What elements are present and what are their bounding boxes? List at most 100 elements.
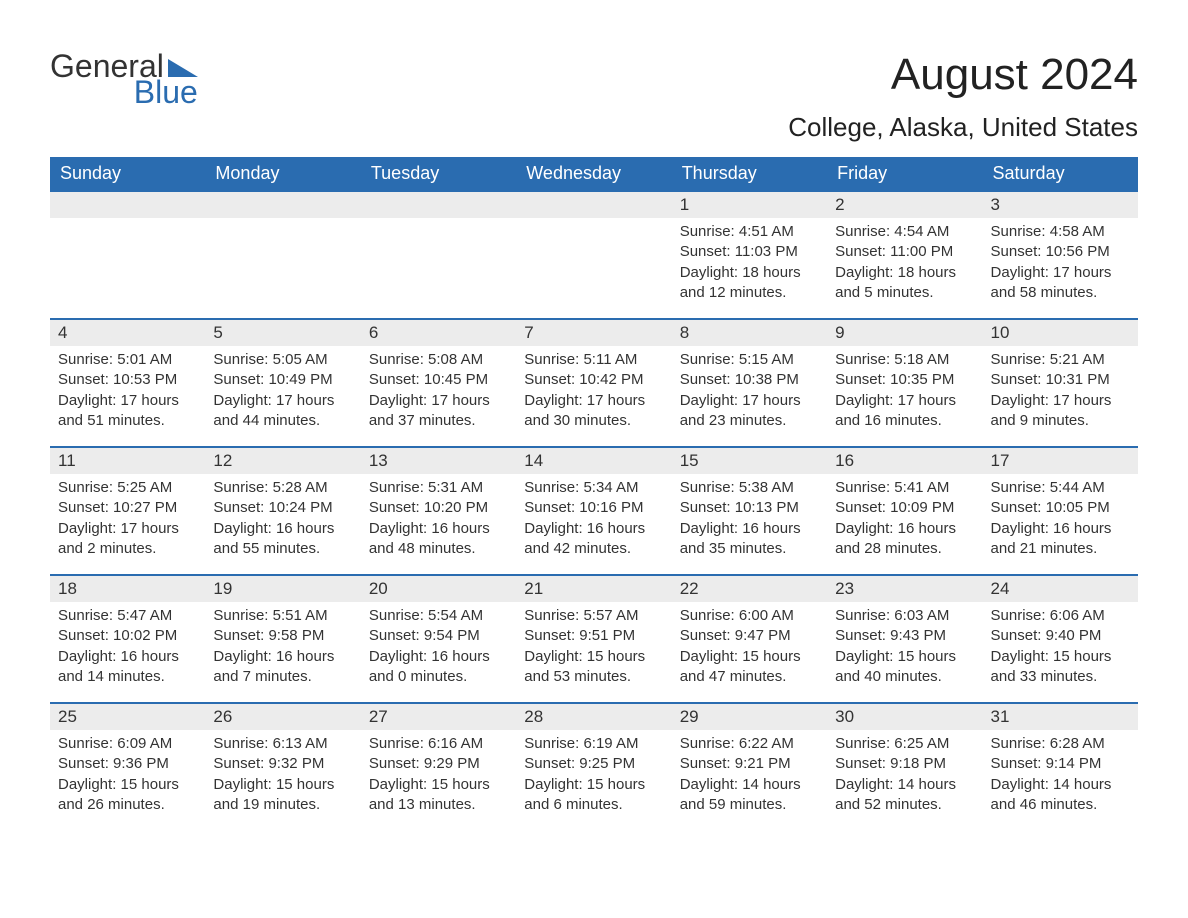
sunset-line: Sunset: 10:16 PM <box>524 498 663 518</box>
sunrise-line: Sunrise: 5:31 AM <box>369 478 508 498</box>
calendar-cell: 12 Sunrise: 5:28 AMSunset: 10:24 PMDaylig… <box>205 446 360 574</box>
calendar-cell: 6Sunrise: 5:08 AMSunset: 10:45 PMDayligh… <box>361 318 516 446</box>
day-number: 27 <box>361 702 516 730</box>
sunset-line: Sunset: 9:21 PM <box>680 754 819 774</box>
daylight-line: Daylight: 15 hours and 19 minutes. <box>213 775 352 816</box>
sunrise-line: Sunrise: 6:03 AM <box>835 606 974 626</box>
calendar-cell: 13Sunrise: 5:31 AMSunset: 10:20 PMDaylig… <box>361 446 516 574</box>
daylight-line: Daylight: 16 hours and 7 minutes. <box>213 647 352 688</box>
sunrise-line: Sunrise: 5:08 AM <box>369 350 508 370</box>
day-number: 5 <box>205 318 360 346</box>
calendar-cell: 19Sunrise: 5:51 AMSunset: 9:58 PMDayligh… <box>205 574 360 702</box>
daylight-line: Daylight: 17 hours and 16 minutes. <box>835 391 974 432</box>
sunset-line: Sunset: 9:18 PM <box>835 754 974 774</box>
daylight-line: Daylight: 16 hours and 14 minutes. <box>58 647 197 688</box>
daylight-line: Daylight: 17 hours and 58 minutes. <box>991 263 1130 304</box>
sunset-line: Sunset: 10:09 PM <box>835 498 974 518</box>
daylight-line: Daylight: 15 hours and 53 minutes. <box>524 647 663 688</box>
calendar-cell: 30Sunrise: 6:25 AMSunset: 9:18 PMDayligh… <box>827 702 982 830</box>
daylight-line: Daylight: 18 hours and 5 minutes. <box>835 263 974 304</box>
calendar-cell: 27Sunrise: 6:16 AMSunset: 9:29 PMDayligh… <box>361 702 516 830</box>
daylight-line: Daylight: 16 hours and 55 minutes. <box>213 519 352 560</box>
sunrise-line: Sunrise: 5:15 AM <box>680 350 819 370</box>
daylight-line: Daylight: 16 hours and 0 minutes. <box>369 647 508 688</box>
daylight-line: Daylight: 17 hours and 30 minutes. <box>524 391 663 432</box>
calendar-week: 18Sunrise: 5:47 AMSunset: 10:02 PMDaylig… <box>50 574 1138 702</box>
day-details: Sunrise: 6:19 AMSunset: 9:25 PMDaylight:… <box>516 730 671 821</box>
calendar-cell: 24Sunrise: 6:06 AMSunset: 9:40 PMDayligh… <box>983 574 1138 702</box>
calendar-cell: 9Sunrise: 5:18 AMSunset: 10:35 PMDayligh… <box>827 318 982 446</box>
sunrise-line: Sunrise: 6:22 AM <box>680 734 819 754</box>
sunrise-line: Sunrise: 5:47 AM <box>58 606 197 626</box>
day-details: Sunrise: 4:58 AMSunset: 10:56 PMDaylight… <box>983 218 1138 309</box>
day-number: 25 <box>50 702 205 730</box>
daylight-line: Daylight: 17 hours and 51 minutes. <box>58 391 197 432</box>
day-details: Sunrise: 5:18 AMSunset: 10:35 PMDaylight… <box>827 346 982 437</box>
day-number: 29 <box>672 702 827 730</box>
day-number: 1 <box>672 190 827 218</box>
sunrise-line: Sunrise: 5:54 AM <box>369 606 508 626</box>
sunset-line: Sunset: 10:20 PM <box>369 498 508 518</box>
daylight-line: Daylight: 16 hours and 42 minutes. <box>524 519 663 560</box>
sunset-line: Sunset: 9:36 PM <box>58 754 197 774</box>
sunset-line: Sunset: 10:24 PM <box>213 498 352 518</box>
calendar-cell: 31Sunrise: 6:28 AMSunset: 9:14 PMDayligh… <box>983 702 1138 830</box>
calendar-cell: 16Sunrise: 5:41 AMSunset: 10:09 PMDaylig… <box>827 446 982 574</box>
sunset-line: Sunset: 9:40 PM <box>991 626 1130 646</box>
daylight-line: Daylight: 15 hours and 47 minutes. <box>680 647 819 688</box>
day-details: Sunrise: 6:09 AMSunset: 9:36 PMDaylight:… <box>50 730 205 821</box>
page-subtitle: College, Alaska, United States <box>50 112 1138 143</box>
day-details: Sunrise: 5:08 AMSunset: 10:45 PMDaylight… <box>361 346 516 437</box>
day-details: Sunrise: 5:41 AMSunset: 10:09 PMDaylight… <box>827 474 982 565</box>
page-title: August 2024 <box>891 50 1138 100</box>
day-number: 22 <box>672 574 827 602</box>
sunrise-line: Sunrise: 5:11 AM <box>524 350 663 370</box>
daylight-line: Daylight: 15 hours and 6 minutes. <box>524 775 663 816</box>
calendar-cell: 7Sunrise: 5:11 AMSunset: 10:42 PMDayligh… <box>516 318 671 446</box>
calendar-cell <box>516 190 671 318</box>
daylight-line: Daylight: 15 hours and 40 minutes. <box>835 647 974 688</box>
daylight-line: Daylight: 16 hours and 28 minutes. <box>835 519 974 560</box>
day-number: 4 <box>50 318 205 346</box>
sunset-line: Sunset: 11:03 PM <box>680 242 819 262</box>
daylight-line: Daylight: 14 hours and 59 minutes. <box>680 775 819 816</box>
day-details: Sunrise: 5:34 AMSunset: 10:16 PMDaylight… <box>516 474 671 565</box>
calendar-cell: 20Sunrise: 5:54 AMSunset: 9:54 PMDayligh… <box>361 574 516 702</box>
calendar-cell: 4Sunrise: 5:01 AMSunset: 10:53 PMDayligh… <box>50 318 205 446</box>
day-details: Sunrise: 5:25 AMSunset: 10:27 PMDaylight… <box>50 474 205 565</box>
day-details: Sunrise: 5:38 AMSunset: 10:13 PMDaylight… <box>672 474 827 565</box>
sunset-line: Sunset: 10:49 PM <box>213 370 352 390</box>
sunrise-line: Sunrise: 5:28 AM <box>213 478 352 498</box>
day-number: 15 <box>672 446 827 474</box>
calendar-cell: 5Sunrise: 5:05 AMSunset: 10:49 PMDayligh… <box>205 318 360 446</box>
sunset-line: Sunset: 11:00 PM <box>835 242 974 262</box>
day-number: 28 <box>516 702 671 730</box>
brand-logo: General Blue <box>50 50 198 108</box>
sunrise-line: Sunrise: 5:01 AM <box>58 350 197 370</box>
day-number: 21 <box>516 574 671 602</box>
calendar-cell: 23Sunrise: 6:03 AMSunset: 9:43 PMDayligh… <box>827 574 982 702</box>
calendar-head: SundayMondayTuesdayWednesdayThursdayFrid… <box>50 157 1138 190</box>
daylight-line: Daylight: 16 hours and 35 minutes. <box>680 519 819 560</box>
day-number: 30 <box>827 702 982 730</box>
daylight-line: Daylight: 18 hours and 12 minutes. <box>680 263 819 304</box>
sunset-line: Sunset: 9:25 PM <box>524 754 663 774</box>
day-number: 13 <box>361 446 516 474</box>
calendar-week: 25Sunrise: 6:09 AMSunset: 9:36 PMDayligh… <box>50 702 1138 830</box>
day-number: 18 <box>50 574 205 602</box>
day-number: 24 <box>983 574 1138 602</box>
sunrise-line: Sunrise: 5:05 AM <box>213 350 352 370</box>
day-header: Tuesday <box>361 157 516 190</box>
day-details: Sunrise: 5:11 AMSunset: 10:42 PMDaylight… <box>516 346 671 437</box>
sunrise-line: Sunrise: 5:25 AM <box>58 478 197 498</box>
day-number: 12 <box>205 446 360 474</box>
sunset-line: Sunset: 10:13 PM <box>680 498 819 518</box>
day-details: Sunrise: 6:22 AMSunset: 9:21 PMDaylight:… <box>672 730 827 821</box>
calendar-cell: 22Sunrise: 6:00 AMSunset: 9:47 PMDayligh… <box>672 574 827 702</box>
day-details: Sunrise: 5:47 AMSunset: 10:02 PMDaylight… <box>50 602 205 693</box>
sunrise-line: Sunrise: 5:21 AM <box>991 350 1130 370</box>
day-number: 26 <box>205 702 360 730</box>
sunset-line: Sunset: 9:54 PM <box>369 626 508 646</box>
sunset-line: Sunset: 10:38 PM <box>680 370 819 390</box>
header-row: General Blue August 2024 <box>50 50 1138 108</box>
